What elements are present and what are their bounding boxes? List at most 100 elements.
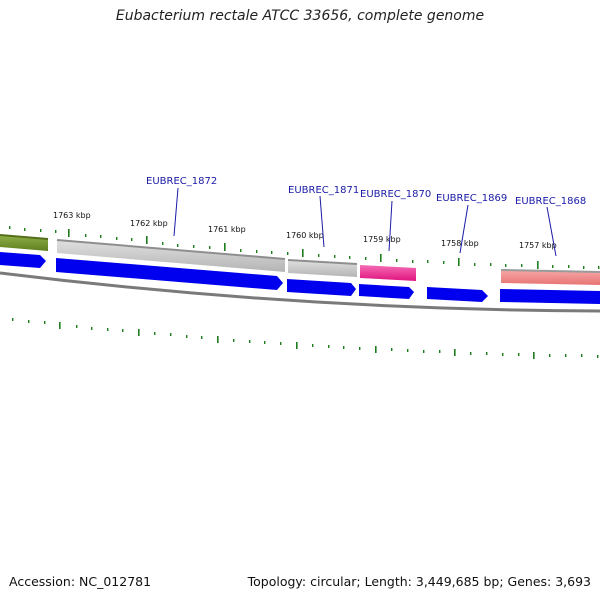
feature-edge xyxy=(56,239,286,260)
tick-mark xyxy=(209,246,211,249)
tick-mark xyxy=(146,236,148,244)
tick-mark xyxy=(423,350,425,353)
gene-leader-line xyxy=(388,200,393,252)
tick-mark xyxy=(375,346,377,353)
tick-mark xyxy=(154,332,156,335)
tick-mark xyxy=(407,349,409,352)
tick-mark xyxy=(131,238,133,241)
tick-mark xyxy=(296,342,298,349)
scale-label: 1758 kbp xyxy=(441,239,479,248)
cds-arrow[interactable] xyxy=(427,287,488,302)
tick-mark xyxy=(68,229,70,237)
scale-label: 1760 kbp xyxy=(286,231,324,240)
cds-arrow[interactable] xyxy=(0,252,46,268)
inner-tick-row xyxy=(12,318,599,359)
tick-mark xyxy=(549,354,551,357)
tick-mark xyxy=(328,345,330,348)
tick-mark xyxy=(162,242,164,245)
tick-mark xyxy=(365,257,367,260)
tick-mark xyxy=(256,250,258,253)
tick-mark xyxy=(240,249,242,252)
tick-mark xyxy=(533,352,535,359)
tick-mark xyxy=(380,254,382,262)
gene-label-eubrec-1869[interactable]: EUBREC_1869 xyxy=(436,193,507,204)
gene-label-eubrec-1872[interactable]: EUBREC_1872 xyxy=(146,176,217,187)
tick-mark xyxy=(271,251,273,254)
tick-mark xyxy=(217,336,219,343)
cds-arrow[interactable] xyxy=(500,289,600,304)
tick-mark xyxy=(249,340,251,343)
tick-mark xyxy=(490,263,492,266)
feature-salmon[interactable] xyxy=(501,270,600,285)
tick-mark xyxy=(55,230,57,233)
gene-label-eubrec-1868[interactable]: EUBREC_1868 xyxy=(515,196,586,207)
feature-grey[interactable] xyxy=(57,240,285,272)
tick-mark xyxy=(76,325,78,328)
tick-mark xyxy=(9,226,11,229)
feature-track xyxy=(0,234,600,285)
tick-mark xyxy=(502,353,504,356)
tick-mark xyxy=(518,353,520,356)
feature-pink[interactable] xyxy=(360,265,416,281)
tick-mark xyxy=(312,344,314,347)
tick-mark xyxy=(349,256,351,259)
tick-mark xyxy=(581,354,583,357)
tick-mark xyxy=(521,264,523,267)
tick-mark xyxy=(318,254,320,257)
tick-mark xyxy=(91,327,93,330)
tick-mark xyxy=(505,264,507,267)
tick-mark xyxy=(264,341,266,344)
tick-mark xyxy=(40,229,42,232)
tick-mark xyxy=(224,243,226,251)
feature-edge xyxy=(500,269,600,273)
tick-mark xyxy=(24,228,26,231)
tick-mark xyxy=(583,266,585,269)
gene-label-eubrec-1870[interactable]: EUBREC_1870 xyxy=(360,189,431,200)
cds-arrow[interactable] xyxy=(359,284,414,299)
scale-label: 1763 kbp xyxy=(53,211,91,220)
tick-mark xyxy=(427,260,429,263)
tick-mark xyxy=(334,255,336,258)
cds-arrow[interactable] xyxy=(56,258,283,290)
gene-leader-line xyxy=(546,206,557,257)
gene-label-eubrec-1871[interactable]: EUBREC_1871 xyxy=(288,185,359,196)
gene-leader-line xyxy=(459,204,469,254)
gene-leader-line xyxy=(173,187,179,237)
outer-tick-row xyxy=(9,226,600,269)
tick-mark xyxy=(552,265,554,268)
tick-mark xyxy=(412,260,414,263)
tick-mark xyxy=(44,321,46,324)
feature-grey[interactable] xyxy=(288,260,357,277)
tick-mark xyxy=(170,333,172,336)
tick-mark xyxy=(116,237,118,240)
tick-mark xyxy=(28,320,30,323)
tick-mark xyxy=(443,261,445,264)
tick-mark xyxy=(186,335,188,338)
tick-mark xyxy=(565,354,567,357)
tick-mark xyxy=(537,261,539,269)
tick-mark xyxy=(302,249,304,257)
tick-mark xyxy=(359,347,361,350)
feature-edge xyxy=(287,259,358,265)
tick-mark xyxy=(486,352,488,355)
tick-mark xyxy=(280,342,282,345)
tick-mark xyxy=(568,265,570,268)
accession-text: Accession: NC_012781 xyxy=(9,574,152,589)
tick-mark xyxy=(122,329,124,332)
genome-summary-text: Topology: circular; Length: 3,449,685 bp… xyxy=(247,574,591,589)
scale-label: 1761 kbp xyxy=(208,225,246,234)
tick-mark xyxy=(439,350,441,353)
scale-label: 1762 kbp xyxy=(130,219,168,228)
tick-mark xyxy=(138,329,140,336)
tick-mark xyxy=(100,235,102,238)
tick-mark xyxy=(233,339,235,342)
cds-arrow[interactable] xyxy=(287,279,356,296)
scale-label: 1759 kbp xyxy=(363,235,401,244)
tick-mark xyxy=(85,234,87,237)
tick-mark xyxy=(107,328,109,331)
tick-mark xyxy=(12,318,14,321)
tick-mark xyxy=(396,259,398,262)
scale-labels: 1763 kbp 1762 kbp 1761 kbp 1760 kbp 1759… xyxy=(53,211,557,250)
map-title: Eubacterium rectale ATCC 33656, complete… xyxy=(115,8,485,24)
